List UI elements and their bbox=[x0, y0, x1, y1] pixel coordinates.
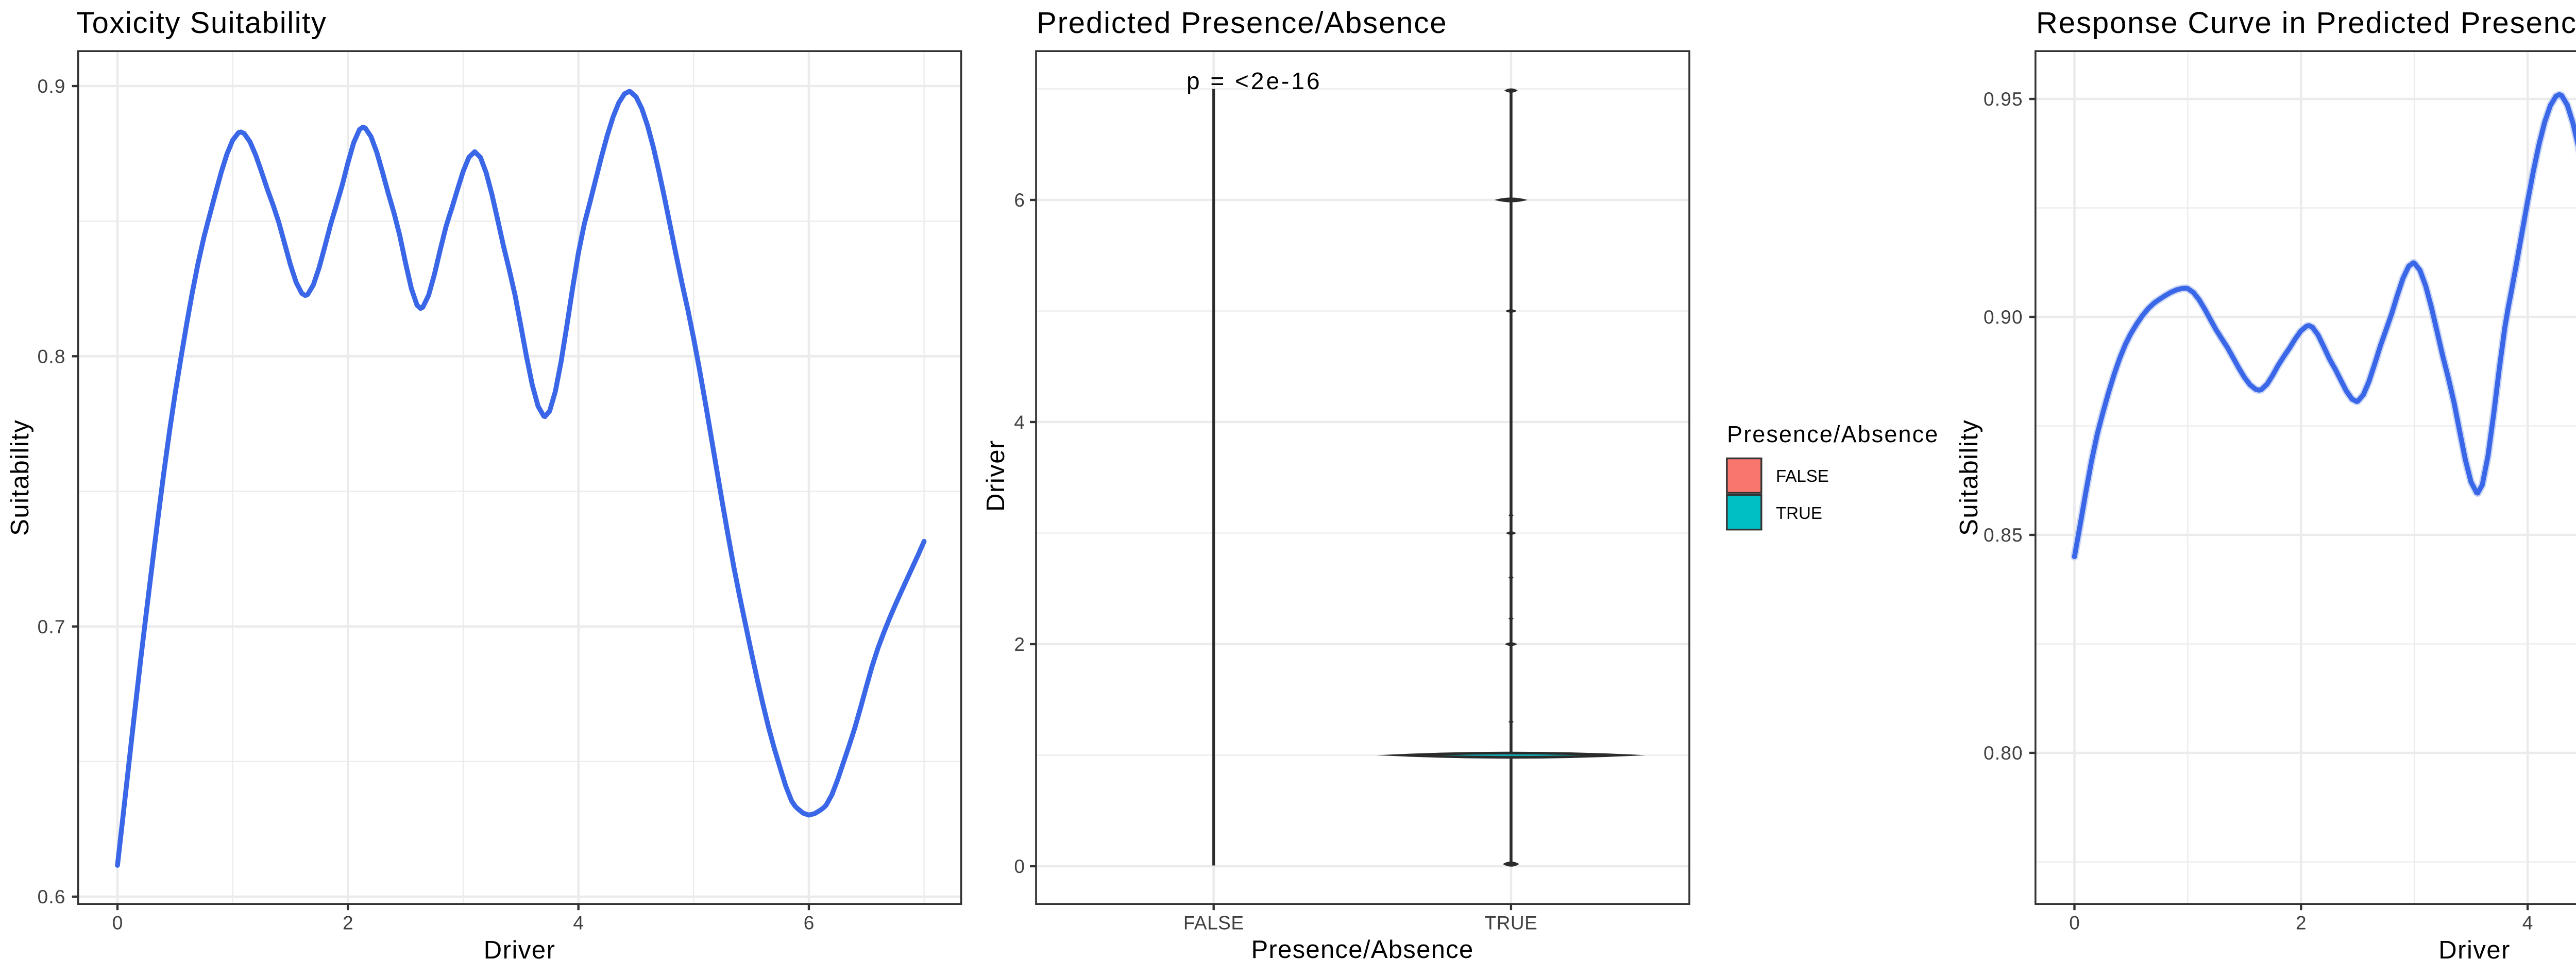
svg-text:0.8: 0.8 bbox=[38, 346, 66, 367]
svg-text:Driver: Driver bbox=[982, 440, 1010, 512]
svg-text:Presence/Absence: Presence/Absence bbox=[1727, 421, 1939, 447]
svg-text:2: 2 bbox=[343, 913, 353, 934]
svg-text:Suitability: Suitability bbox=[6, 419, 34, 536]
svg-text:0.95: 0.95 bbox=[1984, 89, 2023, 110]
svg-text:4: 4 bbox=[1014, 412, 1025, 433]
svg-text:Toxicity Suitability: Toxicity Suitability bbox=[76, 6, 327, 40]
svg-text:6: 6 bbox=[804, 913, 815, 934]
svg-text:0.85: 0.85 bbox=[1984, 525, 2023, 546]
svg-text:FALSE: FALSE bbox=[1183, 913, 1244, 934]
svg-text:0.6: 0.6 bbox=[38, 886, 66, 907]
svg-text:0.90: 0.90 bbox=[1984, 307, 2023, 328]
svg-text:6: 6 bbox=[1014, 190, 1025, 211]
svg-text:4: 4 bbox=[573, 913, 584, 934]
svg-text:p = <2e-16: p = <2e-16 bbox=[1187, 68, 1322, 94]
svg-text:0: 0 bbox=[112, 913, 123, 934]
svg-text:4: 4 bbox=[2522, 913, 2533, 934]
svg-text:Driver: Driver bbox=[484, 936, 556, 964]
svg-text:0: 0 bbox=[2069, 913, 2080, 934]
svg-text:TRUE: TRUE bbox=[1776, 503, 1822, 523]
svg-text:0: 0 bbox=[1014, 856, 1025, 877]
svg-text:Presence/Absence: Presence/Absence bbox=[1251, 936, 1473, 964]
svg-text:Predicted Presence/Absence: Predicted Presence/Absence bbox=[1037, 6, 1447, 40]
svg-text:Response Curve in Predicted Pr: Response Curve in Predicted Presence Are… bbox=[2036, 6, 2576, 40]
svg-text:0.80: 0.80 bbox=[1984, 743, 2023, 764]
svg-text:Suitability: Suitability bbox=[1955, 419, 1983, 536]
svg-text:0.9: 0.9 bbox=[38, 76, 66, 97]
svg-text:0.7: 0.7 bbox=[38, 616, 66, 637]
svg-text:TRUE: TRUE bbox=[1485, 913, 1538, 934]
svg-text:FALSE: FALSE bbox=[1776, 466, 1829, 485]
svg-text:2: 2 bbox=[2296, 913, 2307, 934]
svg-text:Driver: Driver bbox=[2438, 936, 2511, 964]
svg-text:2: 2 bbox=[1014, 634, 1025, 655]
